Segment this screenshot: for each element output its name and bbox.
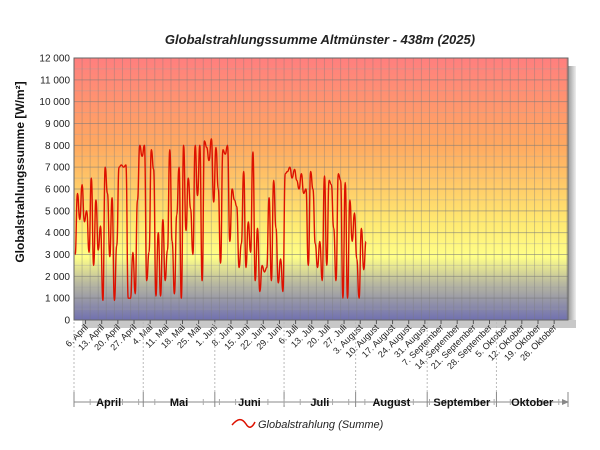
plot-border <box>73 57 569 321</box>
plot-shadow-bottom <box>82 320 576 328</box>
y-tick-label: 5 000 <box>45 206 70 217</box>
month-label: Juni <box>238 397 261 409</box>
legend-label: Globalstrahlung (Summe) <box>258 419 384 431</box>
y-tick-label: 4 000 <box>45 228 70 239</box>
month-axis: April Mai Juni Juli August September Oktober <box>73 322 569 409</box>
y-tick-label: 11 000 <box>40 75 70 86</box>
chart-title: Globalstrahlungssumme Altmünster - 438m … <box>165 32 475 47</box>
series-line <box>74 138 367 302</box>
y-tick-label: 1 000 <box>45 294 70 305</box>
y-tick-label: 3 000 <box>45 250 70 261</box>
month-label: August <box>372 397 410 409</box>
y-tick-label: 2 000 <box>45 272 70 283</box>
y-tick-label: 6 000 <box>45 185 70 196</box>
month-axis-arrow <box>562 399 569 405</box>
legend-swatch <box>231 418 256 428</box>
y-tick-label: 0 <box>64 316 70 327</box>
month-label: April <box>96 397 121 409</box>
month-label: Mai <box>170 397 188 409</box>
month-label: September <box>433 397 491 409</box>
month-label: Juli <box>310 397 329 409</box>
series-group <box>74 138 367 302</box>
y-tick-label: 10 000 <box>39 97 70 108</box>
y-tick-label: 7 000 <box>45 163 70 174</box>
y-tick-label: 12 000 <box>39 54 70 65</box>
plot-shadow <box>568 66 576 328</box>
month-label: Oktober <box>511 397 554 409</box>
legend: Globalstrahlung (Summe) <box>231 418 384 431</box>
y-axis: 0 1 000 2 000 3 000 4 000 5 000 6 000 7 000 8 00… <box>39 54 70 327</box>
y-axis-label: Globalstrahlungssumme [W/m²] <box>13 81 27 262</box>
y-tick-label: 9 000 <box>45 119 70 130</box>
y-tick-label: 8 000 <box>45 141 70 152</box>
